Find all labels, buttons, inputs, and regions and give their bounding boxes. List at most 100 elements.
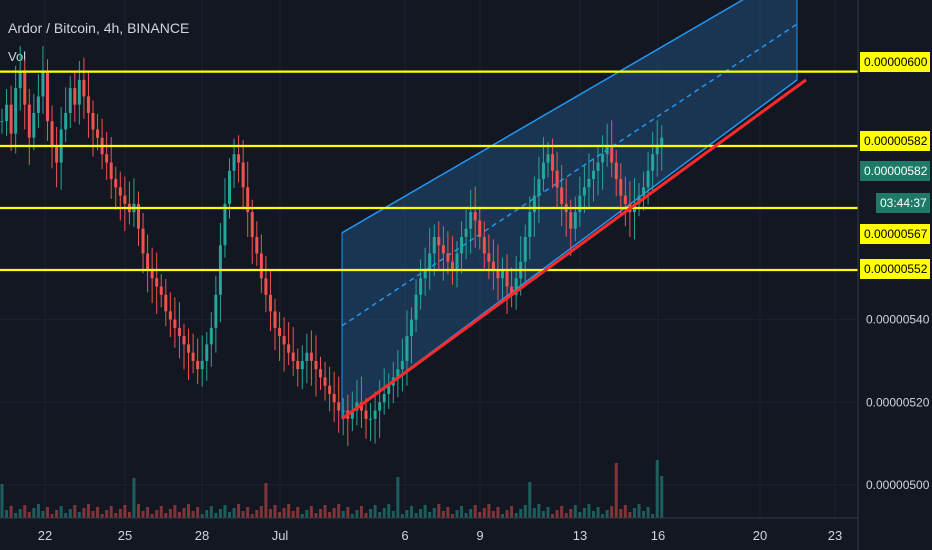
candle-body [378, 402, 382, 411]
candle-body [473, 212, 477, 221]
candle-body [432, 236, 436, 254]
candle-body [410, 319, 413, 337]
candle-body [437, 236, 441, 246]
volume-bar [482, 508, 486, 518]
candle-body [196, 360, 200, 370]
candle-body [651, 154, 655, 171]
volume-bar [369, 509, 373, 518]
volume-bar [478, 512, 482, 518]
volume-bar [560, 506, 564, 518]
candle-body [187, 344, 191, 353]
volume-bar [541, 511, 545, 518]
volume-bar [564, 513, 568, 518]
candle-body [446, 253, 450, 262]
volume-bar [551, 514, 555, 518]
volume-bar [455, 510, 459, 518]
volume-bar [273, 505, 277, 518]
candle-body [168, 311, 172, 320]
volume-bar [287, 504, 291, 518]
candle-body [601, 154, 605, 163]
volume-bar [496, 507, 500, 518]
candle-body [555, 170, 559, 188]
volume-bar [437, 504, 441, 518]
candle-body [314, 360, 318, 370]
volume-bar [537, 504, 541, 518]
candle-body [77, 79, 81, 105]
price-label-text: 0.00000552 [864, 262, 928, 276]
candle-body [23, 71, 27, 105]
volume-bar [173, 505, 177, 518]
volume-bar [519, 509, 523, 518]
volume-bar [118, 509, 122, 518]
volume-bar [596, 507, 600, 518]
candle-body [646, 170, 650, 188]
candle-body [250, 212, 254, 237]
volume-bar [450, 514, 454, 518]
volume-bar [36, 504, 40, 518]
candle-body [551, 154, 555, 171]
volume-bar [32, 508, 36, 518]
candle-body [305, 352, 309, 361]
volume-bar [291, 511, 295, 518]
volume-bar [132, 478, 136, 518]
volume-bar [569, 509, 573, 518]
candle-body [319, 369, 322, 378]
candle-body [259, 253, 263, 279]
volume-bar [350, 514, 354, 518]
volume-bar [623, 505, 627, 518]
volume-bar [587, 504, 591, 518]
candle-body [396, 369, 400, 378]
candle-body [637, 195, 641, 204]
symbol-name: Ardor / Bitcoin [8, 20, 96, 36]
x-tick-label: Jul [272, 528, 289, 543]
channel-fill [342, 0, 797, 419]
volume-bar [423, 505, 427, 518]
x-tick-label: 28 [195, 528, 209, 543]
candle-body [623, 195, 627, 204]
candle-body [546, 154, 550, 163]
candle-body [592, 170, 595, 180]
candle-body [387, 385, 391, 394]
candle-body [205, 344, 209, 361]
candles [0, 45, 664, 447]
candle-body [191, 352, 195, 361]
candle-body [96, 129, 100, 138]
candle-body [537, 179, 541, 196]
candle-body [241, 162, 245, 188]
candle-body [532, 195, 536, 213]
candle-body [232, 154, 236, 171]
volume-bar [268, 509, 272, 518]
candle-body [642, 187, 646, 196]
price-label-text: 0.00000600 [864, 55, 928, 69]
volume-bar [337, 504, 341, 518]
volume-bar [410, 506, 413, 518]
volume-bar [296, 507, 300, 518]
candle-body [268, 294, 272, 312]
volume-bar [305, 510, 309, 518]
volume-bar [59, 506, 63, 518]
volume-bar [146, 507, 150, 518]
volume-bar [651, 514, 655, 518]
volume-bar [232, 508, 236, 518]
channel-mid [341, 23, 798, 327]
candle-body [528, 212, 532, 237]
price-label-box [860, 52, 930, 72]
candle-body [296, 360, 300, 370]
price-label-text: 0.00000567 [864, 227, 928, 241]
volume-bar [209, 506, 213, 518]
volume-bar [319, 509, 322, 518]
x-tick-label: 16 [651, 528, 665, 543]
volume-bar [501, 514, 504, 518]
volume-bar [469, 509, 473, 518]
volume-bar [14, 513, 18, 518]
volume-bar [555, 510, 559, 518]
volume-bar [255, 510, 259, 518]
interval: 4h [103, 20, 120, 36]
candle-body [50, 121, 54, 146]
volume-bar [50, 514, 54, 518]
candle-body [587, 179, 591, 188]
candle-body [282, 336, 286, 345]
volume-bar [487, 504, 491, 518]
candle-body [400, 360, 404, 370]
